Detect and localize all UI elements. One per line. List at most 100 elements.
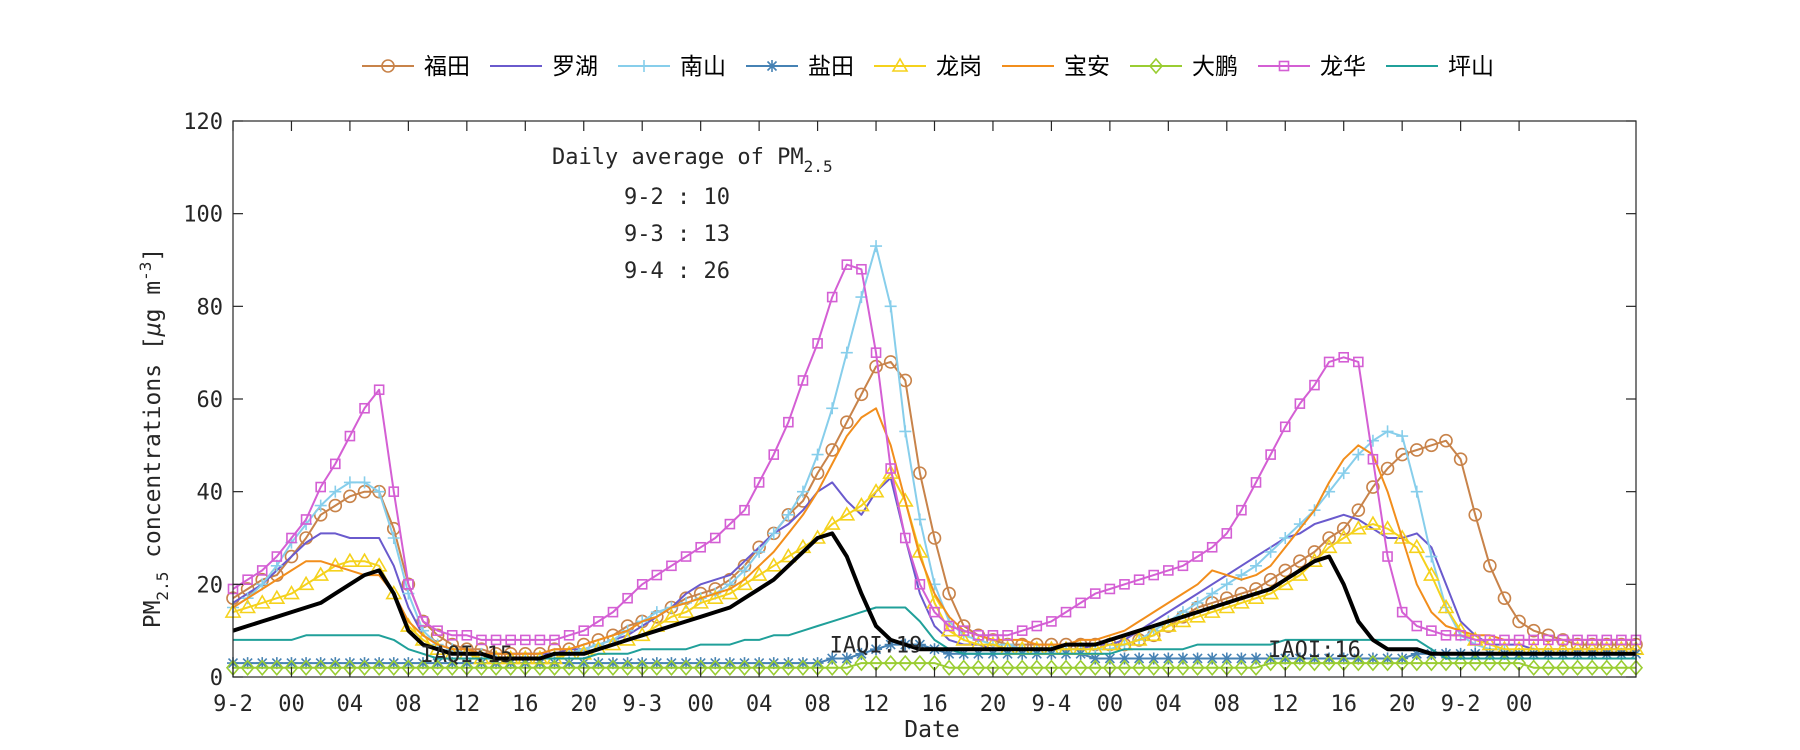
data-point [839, 659, 854, 676]
data-point [782, 657, 795, 670]
data-point [971, 659, 986, 676]
data-point [1117, 659, 1132, 676]
data-point [299, 659, 314, 676]
x-tick-label: 08 [395, 692, 422, 717]
data-point [622, 592, 633, 604]
data-point [356, 552, 373, 567]
legend-label: 福田 [424, 54, 470, 80]
data-point [1366, 480, 1380, 494]
data-point [826, 291, 838, 303]
data-point [563, 657, 576, 670]
data-point [854, 654, 869, 672]
data-point [357, 659, 372, 676]
legend-marker [1278, 60, 1290, 72]
data-point [1599, 659, 1614, 676]
data-point [1364, 515, 1382, 530]
data-point [958, 625, 970, 636]
data-point [1220, 578, 1233, 591]
data-point [1586, 634, 1598, 646]
data-point [649, 659, 664, 676]
data-point [838, 506, 856, 521]
data-point [591, 659, 606, 676]
data-point [430, 659, 445, 676]
data-point [1247, 589, 1265, 605]
data-point [856, 263, 867, 275]
data-point [1118, 652, 1131, 665]
data-point [1351, 503, 1366, 518]
series-line [233, 606, 1636, 660]
x-tick-label: 9-2 [213, 692, 253, 717]
data-point [796, 485, 809, 498]
data-point [1189, 608, 1206, 623]
data-point [593, 616, 604, 627]
data-point [312, 566, 330, 581]
data-point [753, 657, 766, 670]
data-point [913, 638, 926, 651]
data-point [737, 659, 752, 676]
data-point [341, 552, 359, 567]
data-point [1351, 654, 1366, 672]
data-point [1366, 652, 1379, 665]
data-point [680, 657, 693, 670]
data-point [870, 643, 883, 656]
data-point [1203, 603, 1221, 618]
data-point [373, 657, 386, 670]
data-point [620, 659, 635, 676]
data-point [1380, 654, 1395, 672]
data-point [1408, 538, 1426, 554]
data-point [373, 485, 386, 498]
y-axis-label: PM2.5 concentrations [μg m-3] [136, 248, 172, 629]
data-point [1279, 652, 1292, 665]
data-point [387, 532, 400, 544]
data-point [1395, 447, 1409, 462]
legend-label: 大鹏 [1192, 54, 1238, 80]
data-point [402, 657, 415, 670]
series-line [232, 263, 1636, 641]
data-point [1323, 356, 1335, 368]
data-point [1426, 625, 1437, 636]
data-point [242, 574, 253, 586]
data-point [256, 657, 269, 670]
data-point [913, 513, 926, 526]
x-tick-label: 12 [863, 692, 890, 717]
data-point [1264, 652, 1277, 665]
data-point [1119, 579, 1130, 590]
data-point [1585, 659, 1600, 676]
data-point [1262, 585, 1280, 600]
data-point [285, 657, 298, 670]
data-point [1130, 631, 1148, 646]
data-point [636, 579, 648, 590]
x-tick-label: 04 [337, 692, 364, 717]
data-point [1439, 433, 1453, 448]
data-point [253, 594, 271, 609]
data-point [1075, 597, 1086, 609]
data-point [913, 466, 927, 480]
data-point [1133, 652, 1146, 665]
data-point [680, 551, 692, 562]
data-point [473, 649, 490, 665]
data-point [767, 527, 780, 540]
data-point [1177, 560, 1189, 572]
data-point [1352, 652, 1365, 665]
data-point [811, 448, 824, 461]
data-point [1453, 452, 1468, 467]
data-point [1293, 652, 1306, 665]
data-point [929, 606, 940, 618]
data-point [268, 589, 286, 605]
data-point [1279, 421, 1291, 433]
data-point [898, 654, 913, 672]
data-point [416, 657, 429, 670]
data-point [1175, 659, 1191, 676]
data-point [1002, 629, 1013, 641]
data-point [825, 659, 840, 676]
data-point [432, 625, 443, 636]
legend-label: 宝安 [1064, 54, 1110, 80]
data-point [1103, 652, 1116, 665]
x-tick-label: 00 [1097, 692, 1124, 717]
data-point [1349, 520, 1367, 535]
data-point [723, 657, 736, 670]
data-point [1616, 634, 1627, 646]
x-tick-label: 04 [746, 692, 773, 717]
data-point [474, 659, 489, 676]
x-tick-label: 20 [1389, 692, 1416, 717]
